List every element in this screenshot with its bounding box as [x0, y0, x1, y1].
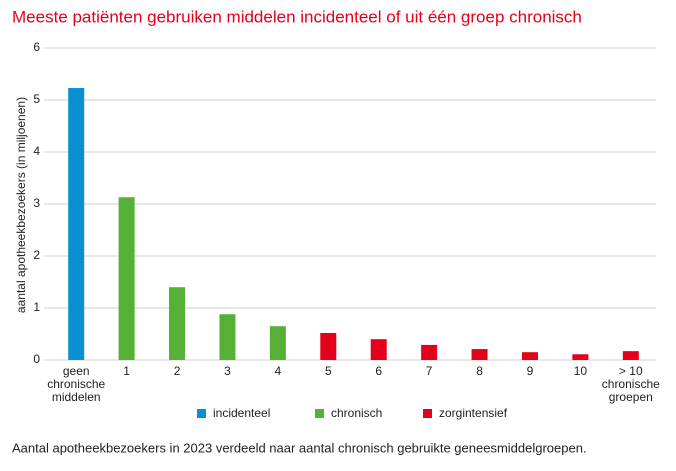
y-tick-label: 0 [33, 352, 40, 366]
y-tick-label: 4 [33, 144, 40, 158]
x-tick-label: 6 [375, 364, 383, 378]
bar [521, 352, 538, 360]
x-tick-label: 2 [173, 364, 181, 378]
x-tick-label: 4 [274, 364, 282, 378]
bar [370, 339, 387, 360]
x-tick-label: 5 [324, 364, 332, 378]
x-tick-label: > 10 chronische groepen [601, 364, 660, 404]
legend-swatch [315, 409, 324, 418]
bar [622, 351, 639, 360]
y-axis-label: aantal apotheekbezoekers (in miljoenen) [14, 97, 28, 313]
bar [118, 197, 135, 360]
y-tick-label: 2 [33, 248, 40, 262]
x-tick-label: 8 [476, 364, 483, 378]
legend-label: chronisch [331, 406, 382, 420]
x-tick-label: geen chronische middelen [47, 364, 106, 404]
bar [320, 332, 337, 360]
x-tick-label: 3 [224, 364, 231, 378]
bar [219, 314, 236, 360]
legend-label: zorgintensief [439, 406, 508, 420]
bar [169, 287, 186, 360]
x-tick-label: 9 [526, 364, 534, 378]
x-tick-label: 10 [573, 364, 588, 378]
y-tick-label: 1 [33, 300, 40, 314]
x-tick-label: 1 [123, 364, 130, 378]
bar [421, 344, 438, 360]
bar [269, 326, 286, 360]
bar [68, 88, 85, 360]
y-tick-label: 3 [33, 196, 40, 210]
bar [572, 354, 589, 360]
legend-swatch [197, 409, 206, 418]
y-tick-label: 6 [33, 40, 40, 54]
y-tick-label: 5 [33, 92, 40, 106]
chart-title: Meeste patiënten gebruiken middelen inci… [12, 7, 582, 26]
x-tick-label: 7 [425, 364, 433, 378]
legend-label: incidenteel [213, 406, 270, 420]
bar [471, 349, 488, 360]
caption: Aantal apotheekbezoekers in 2023 verdeel… [12, 440, 587, 455]
legend-swatch [423, 409, 432, 418]
